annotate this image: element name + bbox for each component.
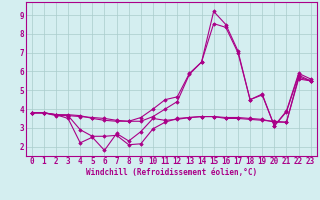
X-axis label: Windchill (Refroidissement éolien,°C): Windchill (Refroidissement éolien,°C) xyxy=(86,168,257,177)
